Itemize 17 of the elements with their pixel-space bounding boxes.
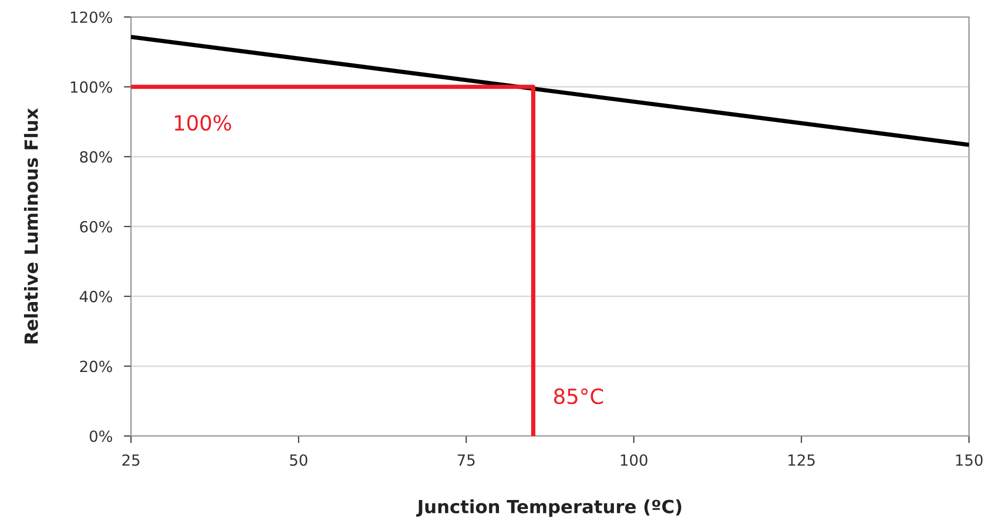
x-tick-label: 150 bbox=[956, 454, 983, 466]
y-tick-label: 80% bbox=[80, 151, 112, 163]
x-tick-label: 25 bbox=[122, 454, 140, 466]
y-tick-label: 20% bbox=[80, 360, 112, 372]
y-axis-title: Relative Luminous Flux bbox=[24, 108, 38, 344]
y-tick-label: 0% bbox=[90, 430, 112, 442]
x-tick-label: 75 bbox=[458, 454, 475, 466]
x-tick-label: 50 bbox=[290, 454, 308, 466]
y-tick-label: 120% bbox=[70, 11, 112, 24]
x-tick-label: 100 bbox=[620, 454, 648, 466]
annotation: 100% bbox=[174, 114, 232, 131]
y-tick-label: 60% bbox=[80, 220, 112, 233]
x-axis-title: Junction Temperature (ºC) bbox=[416, 499, 682, 517]
annotation: 85°C bbox=[554, 388, 604, 404]
y-tick-label: 40% bbox=[80, 290, 112, 302]
y-tick-label: 100% bbox=[70, 81, 112, 93]
x-tick-label: 125 bbox=[788, 454, 815, 466]
